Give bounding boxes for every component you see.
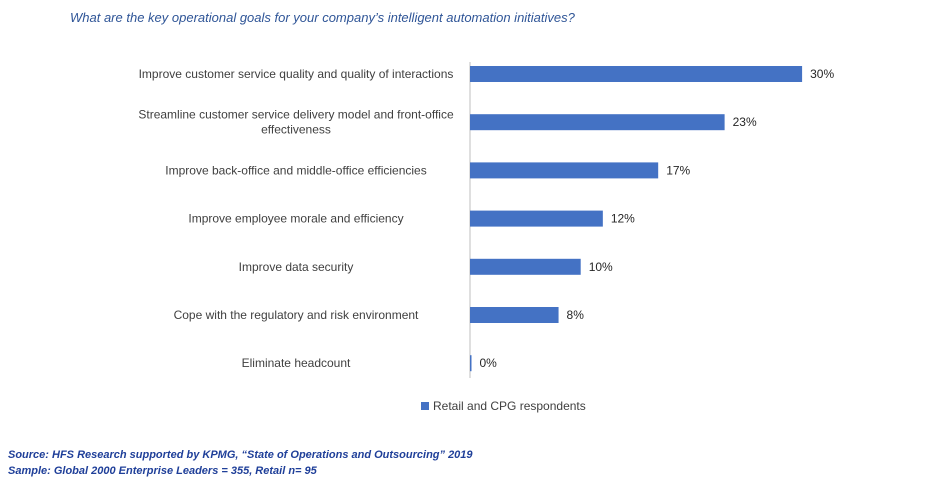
bar xyxy=(470,114,725,131)
bar xyxy=(470,210,603,227)
sample-note: Sample: Global 2000 Enterprise Leaders =… xyxy=(8,465,317,477)
data-label: 0% xyxy=(480,356,498,370)
bar xyxy=(470,258,581,275)
value-labels: 30% 23% 17% 12% 10% 8% 0% xyxy=(480,67,835,370)
bar xyxy=(470,66,803,82)
category-label: Streamline customer service delivery mod… xyxy=(138,108,454,137)
data-label: 12% xyxy=(611,212,635,226)
category-label: Eliminate headcount xyxy=(242,356,351,370)
bars xyxy=(470,66,803,372)
data-label: 17% xyxy=(666,163,690,177)
footer: Source: HFS Research supported by KPMG, … xyxy=(8,447,473,479)
category-label: Improve customer service quality and qua… xyxy=(139,67,454,81)
chart-title: What are the key operational goals for y… xyxy=(70,10,575,25)
category-label: Improve employee morale and efficiency xyxy=(188,212,403,226)
bar xyxy=(470,162,659,179)
source-note: Source: HFS Research supported by KPMG, … xyxy=(8,449,473,461)
bar xyxy=(470,307,559,323)
bar xyxy=(470,355,472,372)
legend-swatch xyxy=(421,402,429,410)
data-label: 30% xyxy=(810,67,834,81)
data-label: 23% xyxy=(733,115,757,129)
category-label: Improve data security xyxy=(239,260,354,274)
bar-chart: Improve customer service quality and qua… xyxy=(138,62,835,413)
category-label: Cope with the regulatory and risk enviro… xyxy=(174,308,419,322)
legend-label: Retail and CPG respondents xyxy=(433,399,586,413)
data-label: 10% xyxy=(589,260,613,274)
data-label: 8% xyxy=(567,308,585,322)
category-label: Improve back-office and middle-office ef… xyxy=(165,163,426,177)
legend: Retail and CPG respondents xyxy=(421,399,586,413)
category-labels: Improve customer service quality and qua… xyxy=(138,67,454,370)
